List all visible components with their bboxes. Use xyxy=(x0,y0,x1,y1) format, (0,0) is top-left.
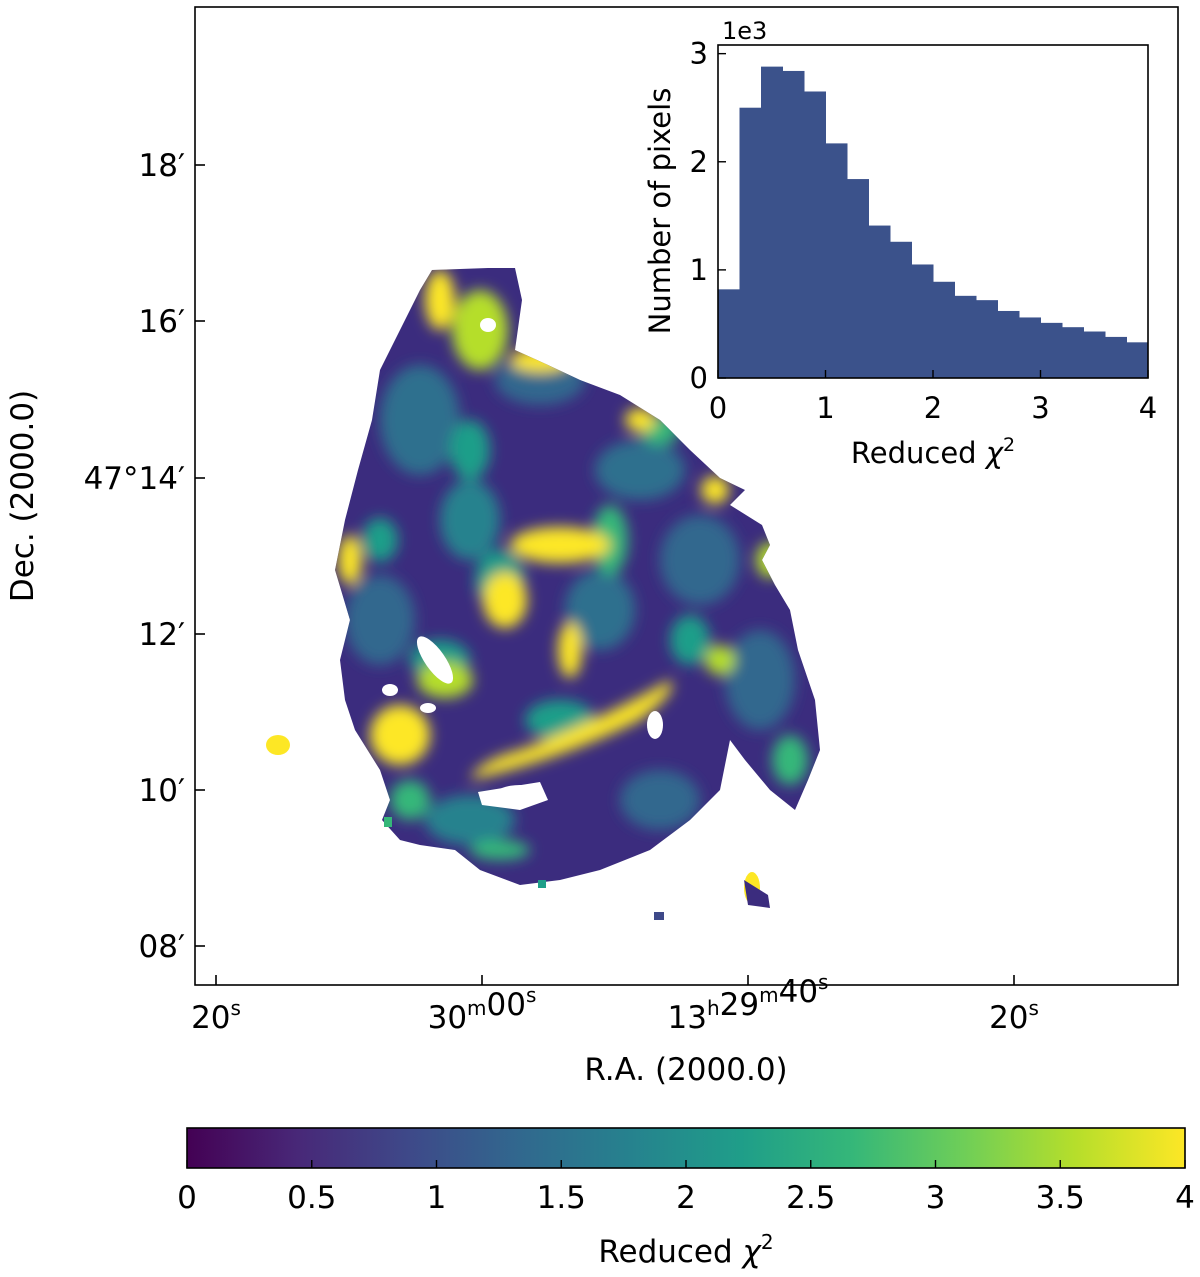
map-ylabel: Dec. (2000.0) xyxy=(5,390,41,602)
histogram-xtick-label: 0 xyxy=(709,391,727,425)
colorbar-tick-label: 4 xyxy=(1175,1180,1195,1216)
patch xyxy=(654,912,664,920)
histogram-xtick-label: 1 xyxy=(816,391,834,425)
colorbar-label-text: Reduced xyxy=(598,1234,742,1270)
histogram-xtick-label: 2 xyxy=(924,391,942,425)
histogram-bar xyxy=(1126,342,1149,378)
tick-text: 20 xyxy=(989,1000,1028,1036)
histogram-xlabel-power: 2 xyxy=(1003,434,1015,456)
map-xtick-label: 13h29m40s xyxy=(668,970,829,1036)
histogram-bar xyxy=(739,107,762,378)
patch xyxy=(384,817,392,827)
map-xtick-label: 30m00s xyxy=(428,983,537,1036)
tick-text: 00 xyxy=(487,987,526,1023)
histogram-ytick-label: 1 xyxy=(690,253,708,287)
map-xtick-label: 20s xyxy=(989,996,1039,1036)
histogram-xlabel-symbol: χ xyxy=(984,436,1005,470)
histogram-ticks: 0 1 2 3 4 0 1 2 3 xyxy=(690,37,1158,425)
tick-sup: s xyxy=(818,970,828,994)
colorbar-label-symbol: χ xyxy=(741,1234,763,1270)
tick-sup: m xyxy=(467,996,486,1020)
colorbar: 0 0.5 1 1.5 2 2.5 3 3.5 4 Reduced χ2 xyxy=(177,1127,1195,1270)
histogram-bar xyxy=(868,225,891,378)
histogram-bar xyxy=(1083,331,1106,378)
histogram-bar xyxy=(1105,336,1127,378)
tick-text: 40 xyxy=(779,974,818,1010)
patch xyxy=(744,880,770,908)
histogram-ylabel: Number of pixels xyxy=(643,88,677,335)
histogram-ytick-label: 3 xyxy=(690,37,708,71)
colorbar-label-power: 2 xyxy=(761,1230,774,1254)
colorbar-tick-label: 0 xyxy=(177,1180,197,1216)
colorbar-tick-label: 1 xyxy=(427,1180,447,1216)
histogram-bar xyxy=(1062,327,1084,378)
histogram-bar xyxy=(933,281,955,378)
histogram-bar xyxy=(1040,322,1063,378)
histogram-bar xyxy=(782,70,805,378)
histogram-bars xyxy=(718,66,1149,378)
histogram-bar xyxy=(890,241,912,378)
histogram-bar xyxy=(976,300,998,378)
colorbar-tick-label: 2 xyxy=(676,1180,696,1216)
map-xlabel: R.A. (2000.0) xyxy=(584,1052,787,1088)
map-ytick-label: 08′ xyxy=(139,929,186,965)
histogram-bar xyxy=(997,310,1020,378)
histogram-ytick-label: 2 xyxy=(690,145,708,179)
histogram-xtick-label: 4 xyxy=(1139,391,1157,425)
histogram-bar xyxy=(825,143,848,378)
tick-sup: s xyxy=(231,996,241,1020)
histogram-bar xyxy=(847,179,869,378)
map-ytick-label: 18′ xyxy=(139,148,186,184)
histogram-bar xyxy=(954,295,977,378)
colorbar-label: Reduced χ2 xyxy=(598,1230,773,1270)
tick-text: 30 xyxy=(428,1000,467,1036)
tick-text: 29 xyxy=(720,987,759,1023)
colorbar-tick-label: 3 xyxy=(926,1180,946,1216)
histogram-ytick-label: 0 xyxy=(690,361,708,395)
map-ytick-label: 12′ xyxy=(139,617,186,653)
histogram-xtick-label: 3 xyxy=(1031,391,1049,425)
histogram-offset-label: 1e3 xyxy=(722,17,767,45)
map-xtick-label: 20s xyxy=(191,996,241,1036)
map-ytick-label: 47°14′ xyxy=(84,461,185,497)
histogram-bar xyxy=(1019,317,1041,378)
colorbar-tick-label: 3.5 xyxy=(1036,1180,1085,1216)
tick-text: 13 xyxy=(668,1000,707,1036)
tick-text: 20 xyxy=(191,1000,230,1036)
map-ytick-label: 16′ xyxy=(139,304,186,340)
histogram-bar xyxy=(761,66,783,378)
map-ticks: 20s 30m00s13h29m40s20s18′16′47°14′12′10′0… xyxy=(84,148,1039,1036)
patch xyxy=(538,880,546,888)
map-ytick-label: 10′ xyxy=(139,773,186,809)
histogram-bar xyxy=(804,91,826,378)
histogram-xlabel: Reduced χ2 xyxy=(851,434,1015,470)
colorbar-tick-label: 0.5 xyxy=(287,1180,336,1216)
colorbar-tick-label: 1.5 xyxy=(537,1180,586,1216)
tick-sup: m xyxy=(759,983,778,1007)
colorbar-ticks: 0 0.5 1 1.5 2 2.5 3 3.5 4 xyxy=(177,1160,1195,1216)
colorbar-tick-label: 2.5 xyxy=(786,1180,835,1216)
histogram-xlabel-text: Reduced xyxy=(851,436,986,470)
patch xyxy=(266,735,290,755)
histogram-bar xyxy=(911,264,934,378)
histogram-bar xyxy=(718,289,740,378)
tick-sup: s xyxy=(1029,996,1039,1020)
tick-sup: s xyxy=(526,983,536,1007)
tick-sup: h xyxy=(707,996,720,1020)
